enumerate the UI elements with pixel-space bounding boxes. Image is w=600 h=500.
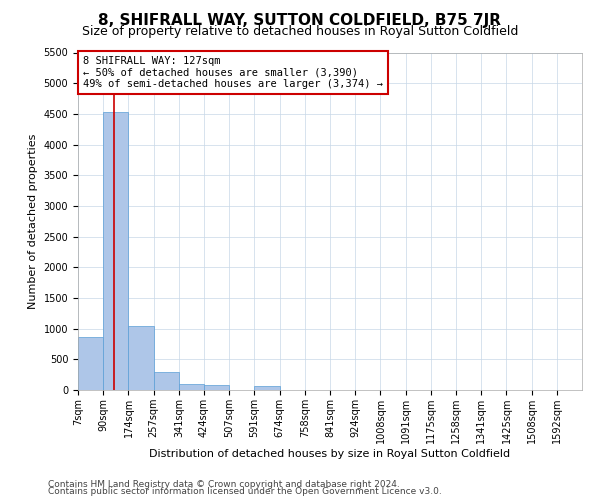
Text: Contains public sector information licensed under the Open Government Licence v3: Contains public sector information licen… — [48, 488, 442, 496]
Y-axis label: Number of detached properties: Number of detached properties — [28, 134, 38, 309]
Bar — [154, 372, 179, 390]
Text: Size of property relative to detached houses in Royal Sutton Coldfield: Size of property relative to detached ho… — [82, 25, 518, 38]
Bar — [78, 336, 103, 390]
Text: Contains HM Land Registry data © Crown copyright and database right 2024.: Contains HM Land Registry data © Crown c… — [48, 480, 400, 489]
Bar — [204, 385, 229, 390]
Text: 8, SHIFRALL WAY, SUTTON COLDFIELD, B75 7JR: 8, SHIFRALL WAY, SUTTON COLDFIELD, B75 7… — [98, 12, 502, 28]
Text: 8 SHIFRALL WAY: 127sqm
← 50% of detached houses are smaller (3,390)
49% of semi-: 8 SHIFRALL WAY: 127sqm ← 50% of detached… — [83, 56, 383, 89]
Bar — [254, 386, 280, 390]
Bar — [128, 326, 154, 390]
X-axis label: Distribution of detached houses by size in Royal Sutton Coldfield: Distribution of detached houses by size … — [149, 448, 511, 458]
Bar — [179, 384, 204, 390]
Bar — [103, 112, 128, 390]
